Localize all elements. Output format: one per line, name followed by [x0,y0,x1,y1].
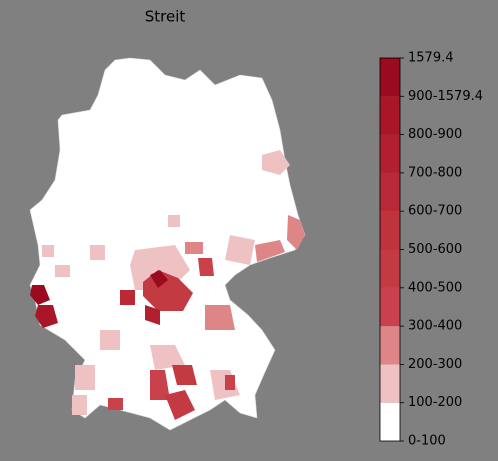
colorbar-segment [380,326,400,365]
colorbar-segment [380,287,400,327]
district [120,290,135,305]
district [90,245,105,260]
district [145,305,160,325]
district [225,375,235,390]
colorbar-label: 200-300 [408,357,462,372]
colorbar-label: 400-500 [408,280,462,295]
district [172,365,197,385]
district [150,345,185,370]
colorbar: 0-100 100-200 200-300 300-400 400-500 500-600… [379,51,483,449]
colorbar-label: 1579.4 [408,51,454,66]
district [35,305,58,328]
district [150,370,170,400]
colorbar-segment [380,172,400,212]
district [165,390,195,420]
colorbar-segment [380,249,400,288]
map-title: Streit [145,8,186,26]
colorbar-label: 700-800 [408,165,462,180]
colorbar-segment [380,58,400,97]
colorbar-label: 0-100 [408,434,446,449]
colorbar-label: 800-900 [408,127,462,142]
district [72,395,87,415]
district [205,305,235,330]
district [255,240,285,262]
colorbar-label: 100-200 [408,395,462,410]
country-outline [29,57,306,431]
district [262,150,290,175]
district [198,258,214,276]
colorbar-label: 500-600 [408,242,462,257]
district [168,215,180,227]
district [75,365,95,390]
district [108,398,123,410]
district [42,245,54,257]
district [225,235,255,265]
district [185,242,203,254]
district [100,330,120,350]
district [287,215,305,250]
colorbar-segment [380,211,400,250]
district [150,270,168,288]
colorbar-segment [380,134,400,173]
district [55,265,70,277]
germany-map [29,57,306,431]
colorbar-segment [380,96,400,135]
district [30,285,50,305]
district-fills [30,150,305,420]
colorbar-segment [380,402,400,441]
colorbar-segment [380,364,400,403]
colorbar-label: 300-400 [408,319,462,334]
colorbar-label: 600-700 [408,204,462,219]
colorbar-label: 900-1579.4 [408,89,483,104]
